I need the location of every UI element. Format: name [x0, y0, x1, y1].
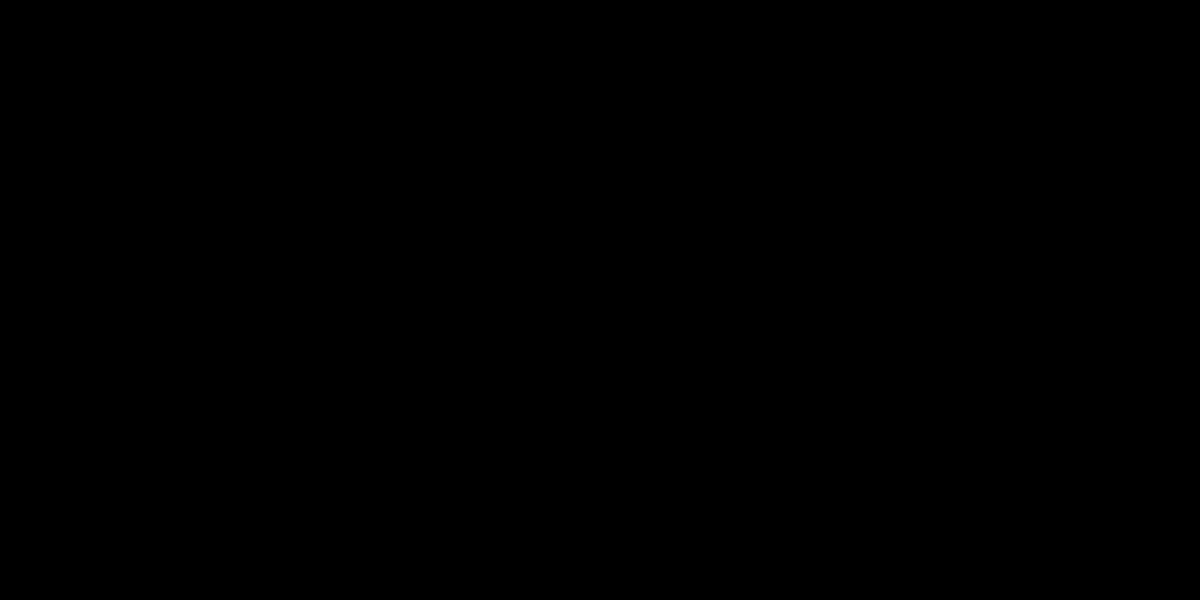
- word-cloud: [0, 0, 1200, 600]
